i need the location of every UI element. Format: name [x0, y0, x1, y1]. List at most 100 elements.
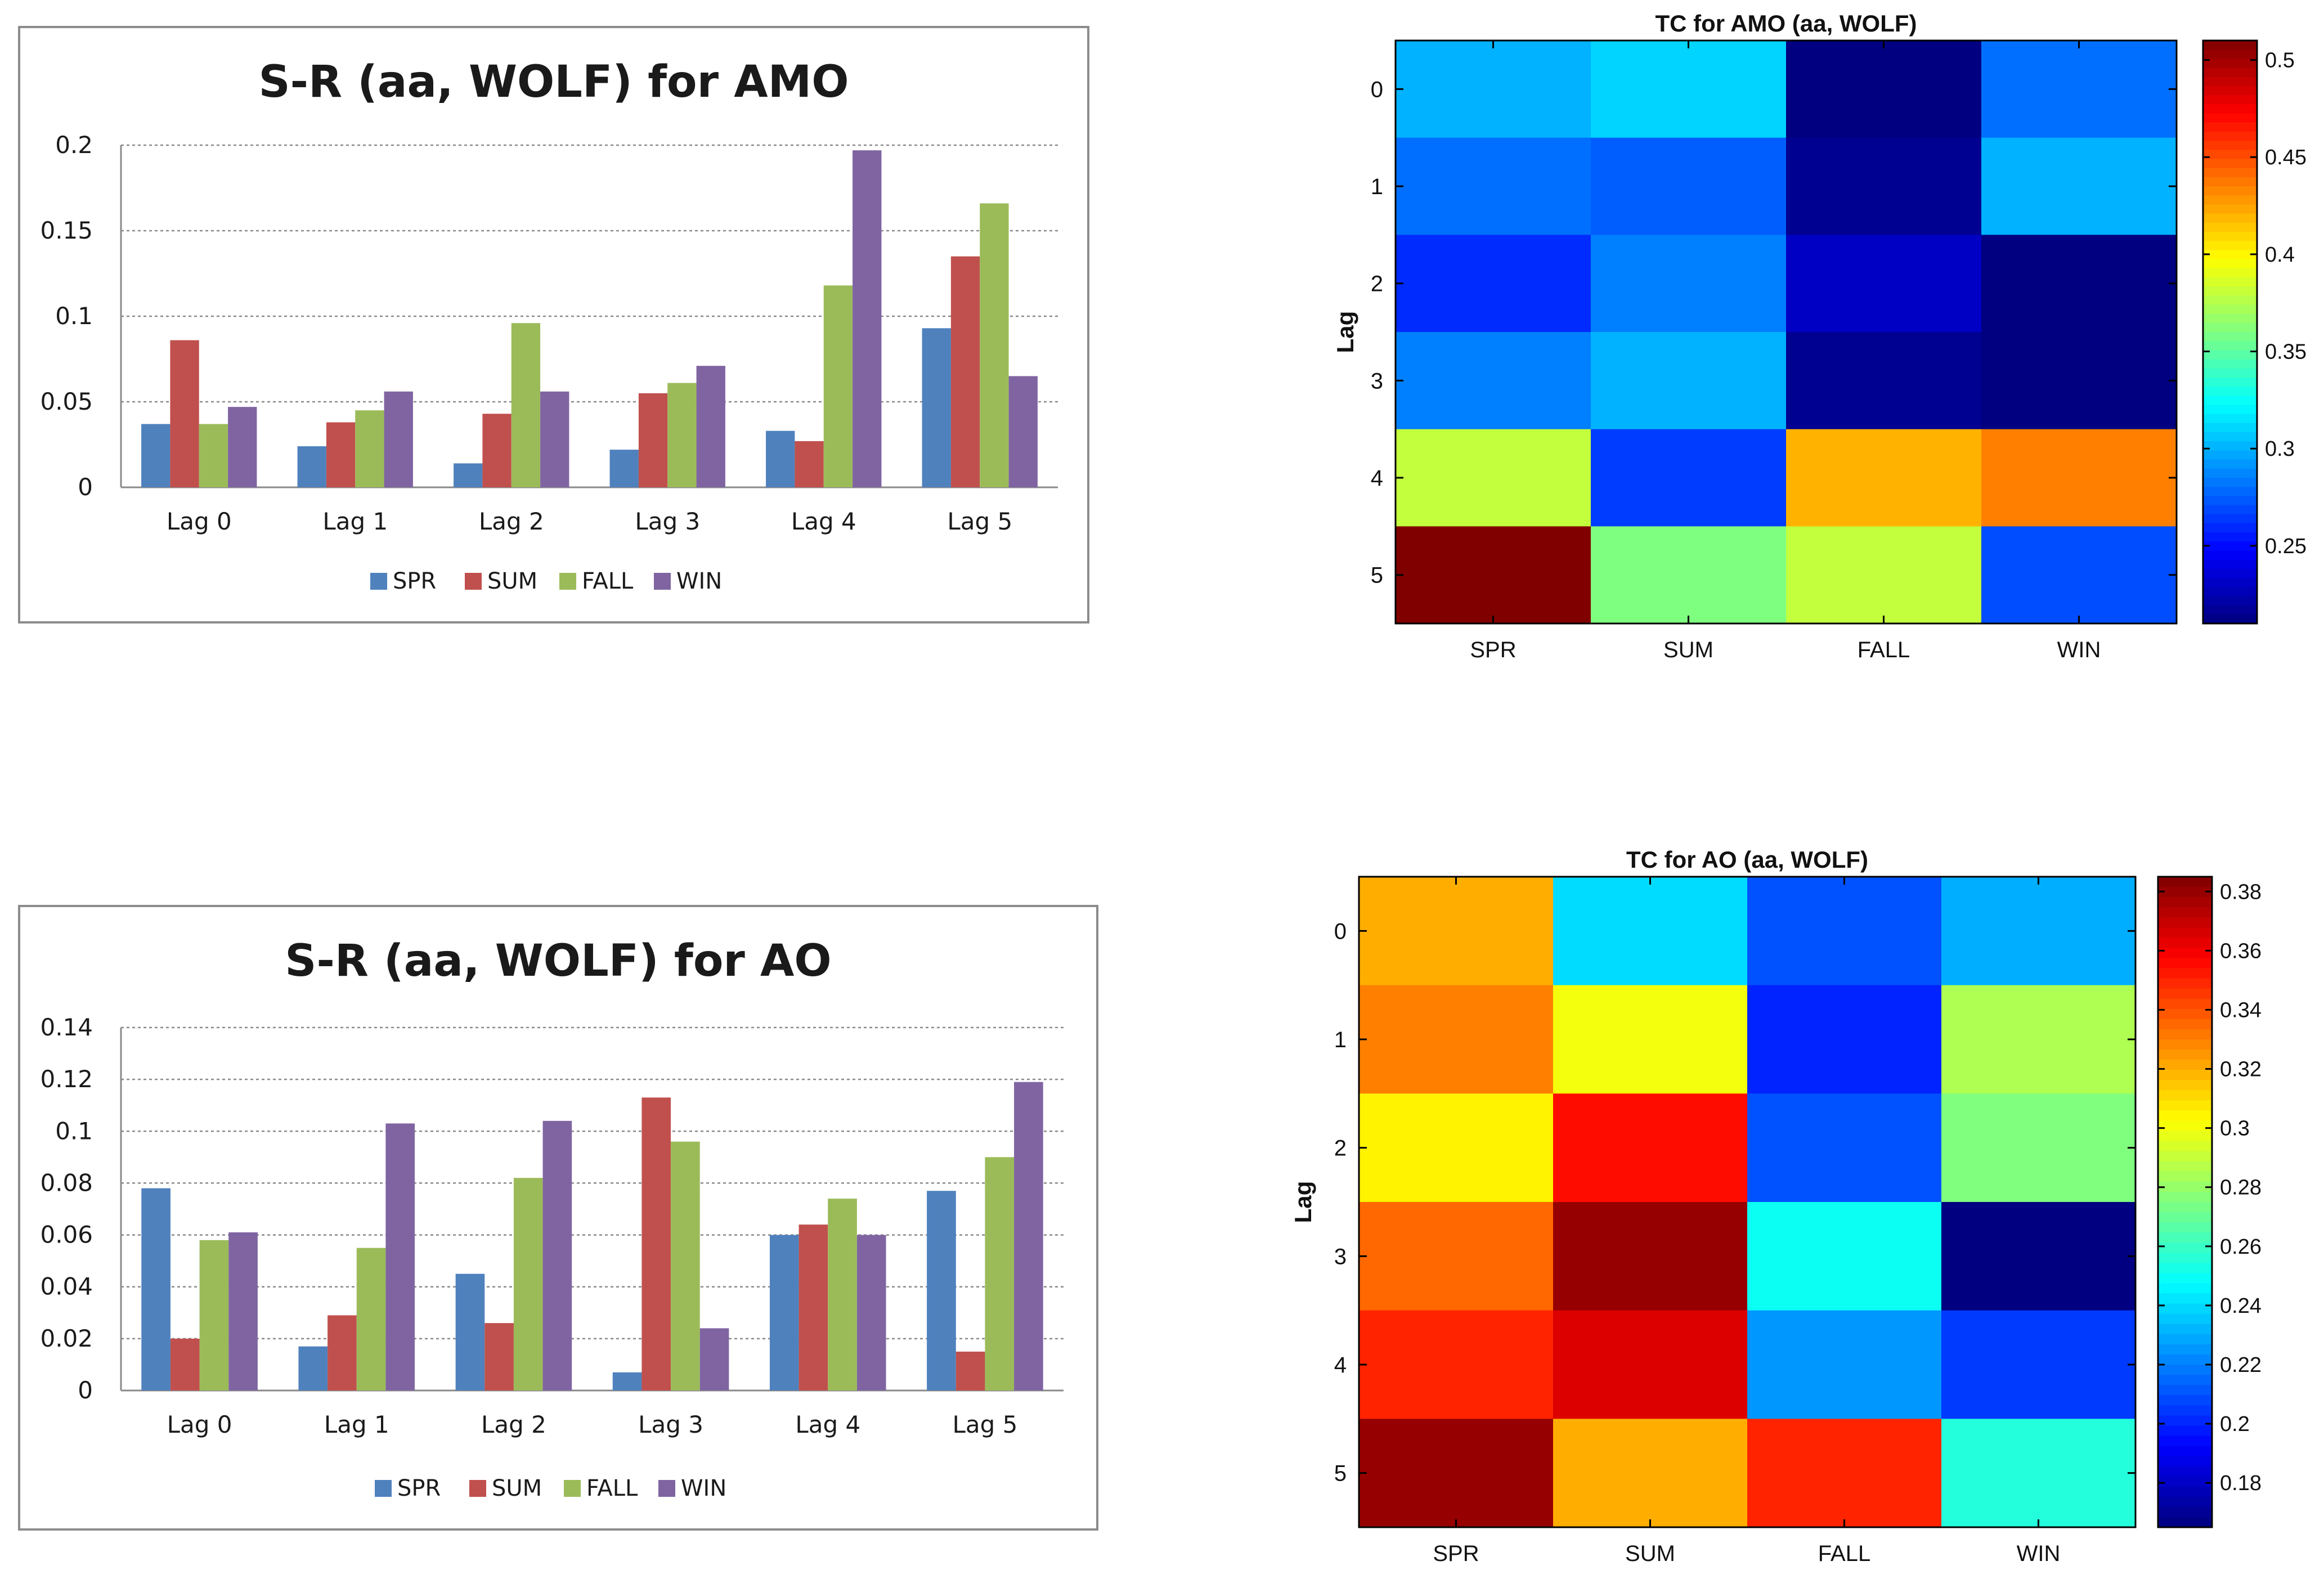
bar-spr-3: [612, 1372, 642, 1390]
colorbar-step: [2203, 131, 2257, 141]
y-tick-label: 0.2: [55, 131, 93, 159]
colorbar-step: [2158, 1303, 2212, 1315]
y-tick-label: 3: [1334, 1244, 1347, 1269]
bar-win-4: [856, 1235, 886, 1390]
bar-spr-4: [766, 430, 795, 487]
colorbar-step: [2158, 978, 2212, 989]
colorbar-step: [2158, 1375, 2212, 1385]
legend-label: SPR: [393, 568, 436, 594]
colorbar-step: [2203, 359, 2257, 369]
colorbar-step: [2203, 313, 2257, 324]
heat-cell-r2-c2: [1786, 235, 1982, 333]
colorbar-step: [2203, 523, 2257, 533]
legend-swatch-sum: [465, 573, 482, 590]
bar-win-3: [699, 1328, 729, 1390]
colorbar-step: [2158, 887, 2212, 898]
heatmap-title: TC for AO (aa, WOLF): [1626, 846, 1868, 873]
heat-cell-r3-c2: [1747, 1202, 1942, 1311]
y-tick-label: 2: [1371, 272, 1383, 297]
bar-fall-1: [356, 1248, 386, 1390]
bar-win-3: [696, 366, 725, 487]
heat-cell-r1-c1: [1553, 985, 1748, 1094]
legend-label: SUM: [487, 568, 537, 594]
x-tick-label: Lag 4: [791, 508, 856, 535]
colorbar-step: [2203, 496, 2257, 506]
colorbar-tick-label: 0.38: [2220, 880, 2262, 904]
y-tick-label: 1: [1371, 174, 1383, 199]
bar-win-0: [228, 407, 257, 487]
y-tick-label: 0.1: [55, 302, 93, 330]
colorbar-step: [2158, 1313, 2212, 1325]
colorbar-tick-label: 0.5: [2265, 49, 2295, 73]
bar-win-2: [542, 1120, 572, 1390]
colorbar-step: [2158, 1334, 2212, 1345]
colorbar-step: [2203, 387, 2257, 397]
colorbar-step: [2158, 1344, 2212, 1355]
heatmap-1: TC for AMO (aa, WOLF) 0 1 2 3 4 5 SPR SUM FALL WIN…: [1332, 10, 2307, 662]
colorbar-tick-label: 0.22: [2220, 1353, 2262, 1377]
heat-cell-r5-c3: [1981, 526, 2177, 624]
y-tick-label: 0.06: [40, 1221, 93, 1249]
colorbar-tick-label: 0.25: [2265, 535, 2307, 558]
colorbar-step: [2158, 1365, 2212, 1375]
colorbar-step: [2203, 222, 2257, 232]
heat-cell-r1-c1: [1591, 137, 1787, 235]
bar-spr-2: [455, 1273, 485, 1390]
x-tick-label: Lag 0: [167, 508, 232, 535]
colorbar-step: [2158, 1496, 2212, 1508]
colorbar-tick-label: 0.28: [2220, 1176, 2262, 1200]
heat-cell-r3-c0: [1396, 332, 1591, 430]
colorbar-step: [2158, 1161, 2212, 1172]
colorbar-step: [2158, 1090, 2212, 1101]
colorbar-step: [2203, 259, 2257, 269]
colorbar-step: [2203, 468, 2257, 478]
colorbar-step: [2158, 1263, 2212, 1274]
colorbar-step: [2203, 41, 2257, 50]
heat-cell-r1-c2: [1747, 985, 1942, 1094]
bar-chart-0: S-R (aa, WOLF) for AMO 0 0.05 0.1 0.15 0.2 Lag…: [18, 26, 1089, 623]
colorbar-step: [2203, 578, 2257, 588]
y-tick-label: 0.15: [40, 217, 93, 244]
x-tick-label: Lag 2: [481, 1411, 546, 1438]
colorbar-step: [2203, 322, 2257, 333]
colorbar-step: [2203, 350, 2257, 360]
colorbar-step: [2158, 1100, 2212, 1111]
bar-sum-2: [482, 414, 512, 487]
colorbar-step: [2158, 1080, 2212, 1091]
heat-cell-r1-c0: [1359, 985, 1554, 1094]
heat-cell-r4-c3: [1941, 1310, 2136, 1419]
colorbar-step: [2203, 295, 2257, 306]
colorbar-step: [2158, 1131, 2212, 1142]
heat-cell-r2-c3: [1981, 235, 2177, 333]
heat-cell-r1-c2: [1786, 137, 1982, 235]
heat-cell-r3-c1: [1553, 1202, 1748, 1311]
colorbar-step: [2158, 1222, 2212, 1233]
heat-cell-r0-c3: [1941, 877, 2136, 986]
x-tick-label: SUM: [1663, 638, 1713, 662]
colorbar-step: [2158, 968, 2212, 979]
bar-sum-0: [170, 1338, 200, 1390]
y-tick-label: 0.12: [40, 1065, 93, 1093]
colorbar-step: [2203, 368, 2257, 378]
y-tick-label: 5: [1334, 1461, 1347, 1486]
colorbar-step: [2203, 177, 2257, 187]
heat-cell-r0-c0: [1396, 41, 1591, 138]
legend-swatch-fall: [559, 573, 576, 590]
colorbar-step: [2158, 1212, 2212, 1223]
colorbar-step: [2203, 459, 2257, 469]
heat-cell-r2-c0: [1396, 235, 1591, 333]
colorbar-step: [2158, 1324, 2212, 1335]
heat-cell-r3-c0: [1359, 1202, 1554, 1311]
bar-fall-1: [355, 410, 384, 487]
y-tick-label: 0.04: [40, 1273, 93, 1300]
bar-fall-0: [199, 1240, 229, 1390]
bar-win-1: [385, 1123, 415, 1390]
bar-win-5: [1014, 1082, 1043, 1390]
bar-spr-3: [609, 450, 639, 487]
x-tick-label: Lag 1: [322, 508, 388, 535]
colorbar-step: [2158, 1446, 2212, 1457]
bar-sum-1: [327, 1315, 357, 1390]
colorbar-tick-label: 0.3: [2265, 437, 2295, 461]
colorbar-step: [2203, 514, 2257, 524]
bar-win-0: [228, 1232, 258, 1390]
